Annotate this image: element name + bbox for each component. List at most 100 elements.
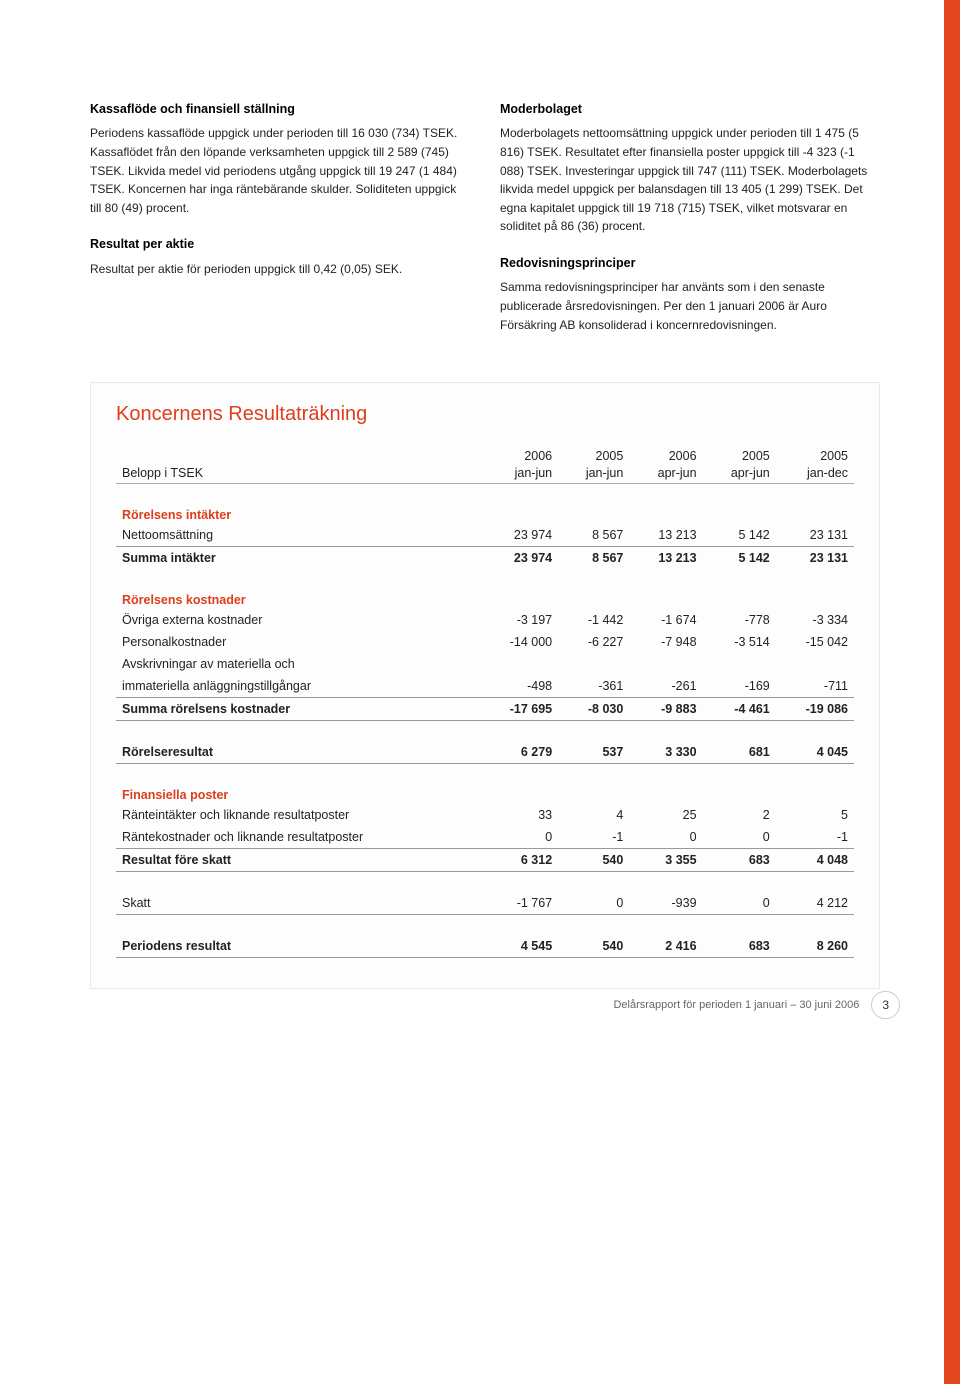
table-header: 2006 2005 2006 2005 2005 Belopp i TSEK j…: [116, 446, 854, 484]
cell: -9 883: [629, 698, 702, 721]
cell: -1: [776, 826, 854, 849]
text-columns: Kassaflöde och finansiell ställning Peri…: [90, 100, 880, 352]
cell: 23 974: [480, 547, 558, 570]
cell: Ränteintäkter och liknande resultatposte…: [116, 804, 480, 826]
paragraph-body: Periodens kassaflöde uppgick under perio…: [90, 124, 470, 217]
page-content: Kassaflöde och finansiell ställning Peri…: [0, 0, 960, 1049]
section-heading: Moderbolaget: [500, 100, 880, 119]
cell: 683: [703, 849, 776, 872]
cell: -3 197: [480, 609, 558, 631]
cell: 4 545: [480, 915, 558, 958]
right-column: Moderbolaget Moderbolagets nettoomsättni…: [500, 100, 880, 352]
cell: 0: [703, 826, 776, 849]
cell: 8 567: [558, 524, 629, 547]
cell: -361: [558, 675, 629, 698]
group-heading: Rörelsens intäkter: [116, 484, 854, 525]
cell: 4 212: [776, 872, 854, 915]
cell: 5 142: [703, 547, 776, 570]
table-title: Koncernens Resultaträkning: [116, 403, 854, 426]
cell: Räntekostnader och liknande resultatpost…: [116, 826, 480, 849]
cell: 4: [558, 804, 629, 826]
cell: immateriella anläggningstillgångar: [116, 675, 480, 698]
cell: 5 142: [703, 524, 776, 547]
cell: 2 416: [629, 915, 702, 958]
cell: -711: [776, 675, 854, 698]
cell: 683: [703, 915, 776, 958]
cell: Skatt: [116, 872, 480, 915]
cell: Summa rörelsens kostnader: [116, 698, 480, 721]
cell: -8 030: [558, 698, 629, 721]
cell: -778: [703, 609, 776, 631]
cell: 3 355: [629, 849, 702, 872]
th: jan-jun: [558, 463, 629, 484]
paragraph-body: Moderbolagets nettoomsättning uppgick un…: [500, 124, 880, 236]
cell: -3 334: [776, 609, 854, 631]
cell: 6 279: [480, 721, 558, 764]
page-footer: Delårsrapport för perioden 1 januari – 3…: [613, 991, 900, 1019]
cell: 0: [558, 872, 629, 915]
cell: -261: [629, 675, 702, 698]
th: 2005: [558, 446, 629, 463]
cell: 3 330: [629, 721, 702, 764]
cell: Avskrivningar av materiella och: [116, 653, 480, 675]
cell: -939: [629, 872, 702, 915]
cell: 25: [629, 804, 702, 826]
cell: Periodens resultat: [116, 915, 480, 958]
th: Belopp i TSEK: [116, 463, 480, 484]
cell: 537: [558, 721, 629, 764]
left-column: Kassaflöde och finansiell ställning Peri…: [90, 100, 470, 352]
cell: 0: [480, 826, 558, 849]
cell: 540: [558, 915, 629, 958]
th: 2006: [629, 446, 702, 463]
cell: 681: [703, 721, 776, 764]
section-heading: Kassaflöde och finansiell ställning: [90, 100, 470, 119]
footer-text: Delårsrapport för perioden 1 januari – 3…: [613, 999, 859, 1011]
income-statement-panel: Koncernens Resultaträkning 2006 2005 200…: [90, 382, 880, 989]
group-heading: Finansiella poster: [116, 764, 854, 805]
th: 2005: [703, 446, 776, 463]
th: jan-dec: [776, 463, 854, 484]
cell: -15 042: [776, 631, 854, 653]
cell: 13 213: [629, 547, 702, 570]
group-heading: Rörelsens kostnader: [116, 569, 854, 609]
cell: Resultat före skatt: [116, 849, 480, 872]
cell: 2: [703, 804, 776, 826]
cell: -169: [703, 675, 776, 698]
section-heading: Resultat per aktie: [90, 235, 470, 254]
cell: -17 695: [480, 698, 558, 721]
cell: 23 974: [480, 524, 558, 547]
th: 2006: [480, 446, 558, 463]
income-statement-table: 2006 2005 2006 2005 2005 Belopp i TSEK j…: [116, 446, 854, 958]
paragraph-body: Samma redovisningsprinciper har använts …: [500, 278, 880, 334]
cell: 0: [703, 872, 776, 915]
cell: -4 461: [703, 698, 776, 721]
cell: 23 131: [776, 524, 854, 547]
cell: 4 048: [776, 849, 854, 872]
cell: -1 767: [480, 872, 558, 915]
cell: 4 045: [776, 721, 854, 764]
cell: 6 312: [480, 849, 558, 872]
cell: -7 948: [629, 631, 702, 653]
cell: Nettoomsättning: [116, 524, 480, 547]
cell: 13 213: [629, 524, 702, 547]
cell: 8 567: [558, 547, 629, 570]
cell: 23 131: [776, 547, 854, 570]
cell: Övriga externa kostnader: [116, 609, 480, 631]
th: apr-jun: [629, 463, 702, 484]
paragraph-body: Resultat per aktie för perioden uppgick …: [90, 260, 470, 279]
cell: 0: [629, 826, 702, 849]
page-number: 3: [871, 991, 900, 1019]
section-heading: Redovisningsprinciper: [500, 254, 880, 273]
th: 2005: [776, 446, 854, 463]
cell: -1 442: [558, 609, 629, 631]
cell: Personalkostnader: [116, 631, 480, 653]
cell: 8 260: [776, 915, 854, 958]
cell: 540: [558, 849, 629, 872]
th: [116, 446, 480, 463]
th: jan-jun: [480, 463, 558, 484]
th: apr-jun: [703, 463, 776, 484]
cell: -6 227: [558, 631, 629, 653]
cell: 33: [480, 804, 558, 826]
cell: -14 000: [480, 631, 558, 653]
cell: -3 514: [703, 631, 776, 653]
